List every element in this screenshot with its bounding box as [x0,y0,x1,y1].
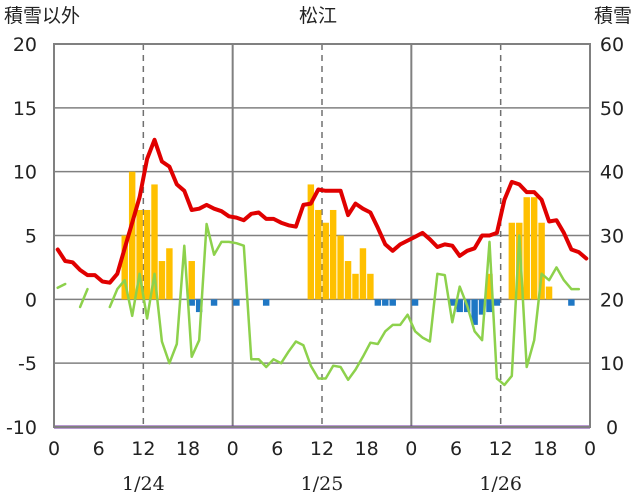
x-tick-label: 0 [227,438,239,460]
precipitation-bar [411,299,419,306]
left-tick-label: 5 [25,226,37,248]
chart-title: 松江 [299,5,337,27]
precipitation-bar [389,299,396,306]
snow-depth-bar [329,209,337,300]
snow-depth-bar [352,273,359,300]
precipitation-bar [486,299,493,313]
right-tick-label: 30 [600,226,624,248]
right-tick-label: 20 [600,289,624,311]
snow-depth-bar [121,235,128,300]
snow-depth-bar [337,235,344,300]
snow-depth-bar [486,273,493,300]
snow-depth-bar [344,261,352,300]
snow-depth-bar [530,197,538,300]
precipitation-bar [233,299,240,306]
snow-depth-bar [158,261,166,300]
right-tick-label: 60 [600,34,624,56]
left-tick-label: 0 [25,289,37,311]
x-tick-label: 12 [489,438,513,460]
snow-depth-bar [367,273,374,300]
precipitation-bar [493,299,501,306]
x-tick-label: 18 [355,438,379,460]
snow-depth-bar [188,261,195,300]
right-tick-label: 10 [600,353,624,375]
x-tick-label: 12 [310,438,334,460]
snow-depth-bar [136,209,143,300]
x-tick-label: 18 [533,438,557,460]
left-tick-label: 15 [13,98,37,120]
precipitation-bar [449,299,456,306]
snow-depth-bar [166,248,173,300]
x-tick-label: 0 [405,438,417,460]
snow-depth-bar [538,222,545,300]
x-tick-label: 12 [131,438,155,460]
precipitation-bar [262,299,270,306]
precipitation-bar [188,299,195,306]
right-tick-label: 40 [600,162,624,184]
x-tick-label: 6 [93,438,105,460]
precipitation-bar [478,299,486,315]
right-axis-title: 積雪 [594,5,632,27]
plot-frame [53,43,591,428]
snow-depth-bar [545,286,553,300]
x-tick-label: 0 [48,438,60,460]
snow-depth-bar [516,222,523,300]
left-tick-label: 20 [13,34,37,56]
x-tick-label: 6 [450,438,462,460]
precipitation-bar [456,299,463,313]
date-label: 1/24 [122,473,165,495]
date-label: 1/25 [301,473,344,495]
x-tick-label: 18 [176,438,200,460]
snow-depth-bar [359,248,367,300]
left-tick-label: -10 [6,417,37,439]
snow-depth-bar [315,209,322,300]
precipitation-bar [195,299,203,313]
left-tick-label: 10 [13,162,37,184]
temperature-series-line [55,137,589,285]
snow-depth-bar [151,184,158,300]
snow-depth-bar [143,209,151,300]
precipitation-bar [568,299,575,306]
precipitation-bar [382,299,389,306]
x-tick-label: 6 [271,438,283,460]
wind/humidity-series-line [56,222,581,387]
right-tick-label: 50 [600,98,624,120]
snow-depth-bar [128,171,136,300]
right-tick-label: 0 [606,417,618,439]
frame-layer [53,43,591,428]
precipitation-bar [471,299,478,325]
snow-depth-bar [508,222,516,300]
date-label: 1/26 [479,473,522,495]
left-axis-title: 積雪以外 [4,5,80,27]
precipitation-bar [374,299,382,306]
snow-depth-bar [322,222,329,300]
x-tick-label: 0 [584,438,596,460]
snow-depth-bar [523,197,530,300]
left-tick-label: -5 [18,353,37,375]
snow-depth-bar [307,184,315,300]
precipitation-bar [210,299,218,306]
